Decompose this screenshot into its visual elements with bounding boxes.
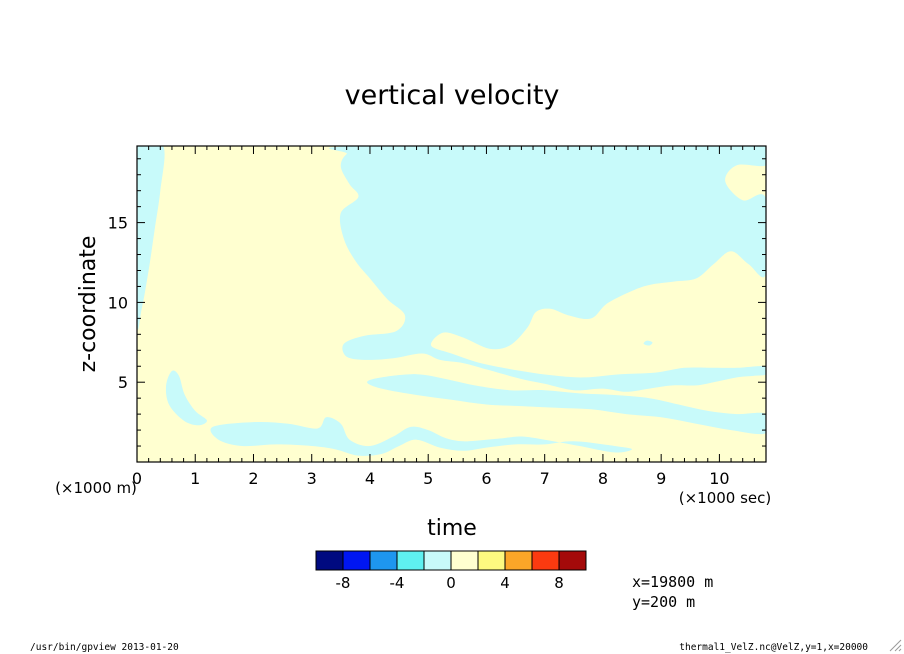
- x-tick-label: 3: [307, 469, 317, 488]
- negative-velocity-region: [165, 370, 207, 426]
- colorbar-bin: [477, 550, 506, 571]
- colorbar-bin: [315, 550, 344, 571]
- x-tick-label: 1: [190, 469, 200, 488]
- x-unit-label: (×1000 sec): [679, 489, 772, 507]
- colorbar-tick-label: 4: [500, 574, 510, 592]
- y-axis-label: z-coordinate: [76, 236, 101, 373]
- colorbar-bin: [342, 550, 371, 571]
- x-tick-label: 10: [709, 469, 729, 488]
- y-axis-tick-labels: 5 10 15: [108, 214, 128, 393]
- y-position-label: y=200 m: [632, 593, 695, 611]
- colorbar-bin: [423, 550, 452, 571]
- contour-regions: [137, 146, 766, 456]
- negative-velocity-region: [533, 250, 575, 300]
- colorbar-tick-label: -8: [336, 574, 351, 592]
- y-tick-label: 10: [108, 293, 128, 312]
- colorbar: [315, 550, 587, 571]
- negative-velocity-region: [481, 177, 516, 195]
- colorbar-bin: [504, 550, 533, 571]
- negative-velocity-region: [210, 417, 633, 456]
- axis-ticks: [136, 146, 767, 463]
- x-tick-label: 7: [540, 469, 550, 488]
- footer-command: /usr/bin/gpview 2013-01-20: [30, 642, 179, 653]
- y-tick-label: 5: [118, 373, 128, 392]
- colorbar-bin: [369, 550, 398, 571]
- x-tick-label: 9: [656, 469, 666, 488]
- x-tick-label: 4: [365, 469, 375, 488]
- colorbar-bin: [558, 550, 587, 571]
- negative-velocity-region: [367, 374, 766, 435]
- plot-area: [136, 145, 767, 463]
- x-tick-label: 6: [481, 469, 491, 488]
- x-position-label: x=19800 m: [632, 573, 713, 591]
- y-unit-label: (×1000 m): [55, 479, 137, 497]
- x-axis-label: time: [427, 516, 477, 541]
- colorbar-tick-label: 8: [554, 574, 564, 592]
- colorbar-tick-label: -4: [390, 574, 405, 592]
- colorbar-bin: [531, 550, 560, 571]
- colorbar-bin: [450, 550, 479, 571]
- x-tick-label: 2: [248, 469, 258, 488]
- negative-velocity-region: [418, 264, 449, 274]
- negative-velocity-region: [489, 297, 513, 327]
- resize-grip-icon[interactable]: [888, 638, 902, 652]
- x-tick-label: 0: [132, 469, 142, 488]
- colorbar-tick-labels: -8 -4 0 4 8: [336, 574, 564, 592]
- x-tick-label: 8: [598, 469, 608, 488]
- negative-velocity-region: [137, 146, 165, 330]
- chart-title: vertical velocity: [345, 80, 560, 111]
- x-tick-label: 5: [423, 469, 433, 488]
- colorbar-tick-label: 0: [446, 574, 456, 592]
- x-axis-tick-labels: 0 1 2 3 4 5 6 7 8 9 10: [132, 469, 730, 488]
- y-tick-label: 15: [108, 214, 128, 233]
- negative-velocity-region: [643, 340, 653, 346]
- footer-file: thermal1_VelZ.nc@VelZ,y=1,x=20000: [679, 642, 868, 653]
- colorbar-bin: [396, 550, 425, 571]
